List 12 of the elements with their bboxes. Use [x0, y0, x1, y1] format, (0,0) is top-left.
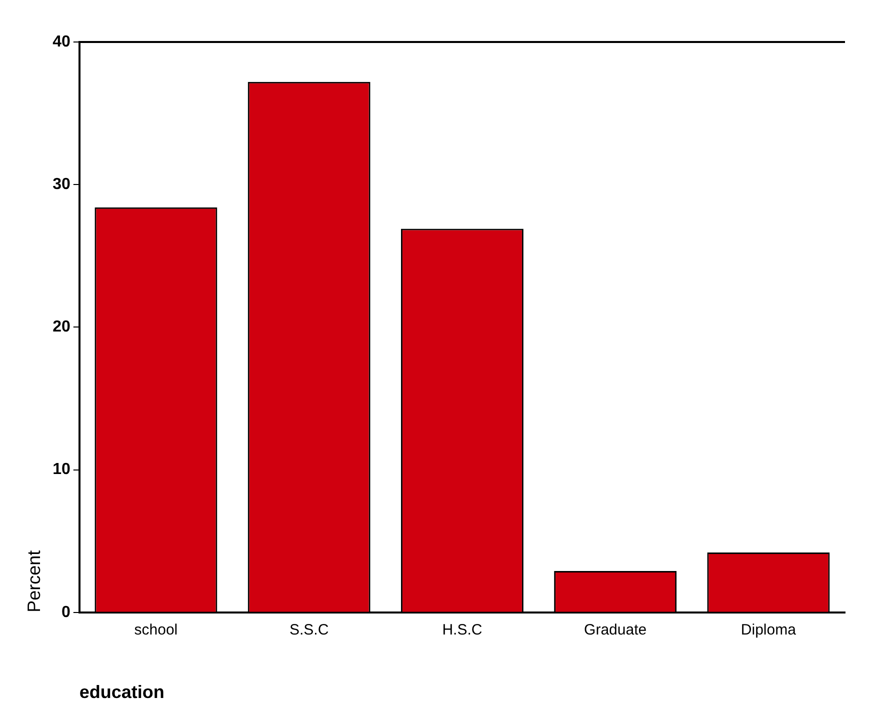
- y-tick-label: 10: [52, 461, 70, 478]
- x-axis-title: education: [79, 682, 164, 702]
- x-tick-label: school: [134, 622, 178, 639]
- y-tick-label: 0: [61, 604, 70, 621]
- x-tick-label: H.S.C: [442, 622, 482, 639]
- y-tick-label: 20: [52, 318, 70, 336]
- x-tick-label: Graduate: [584, 622, 647, 639]
- y-axis-title: Percent: [24, 550, 44, 612]
- x-tick-label: Diploma: [740, 622, 797, 639]
- y-tick-label: 40: [52, 33, 70, 50]
- y-tick-label: 30: [52, 176, 70, 194]
- x-tick-label: S.S.C: [289, 622, 329, 639]
